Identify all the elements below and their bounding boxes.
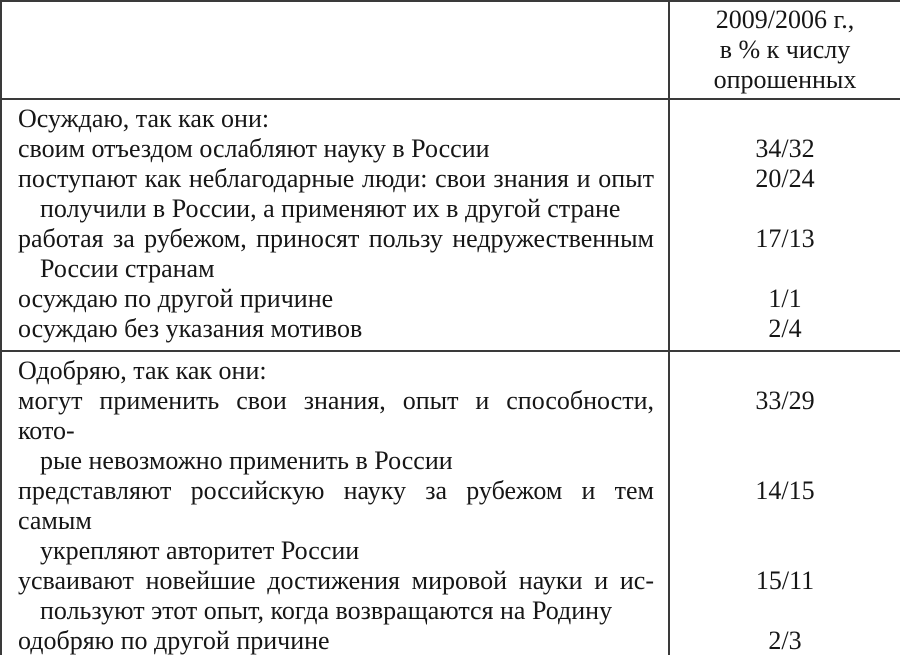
row-text: Одобряю, так как они:	[1, 350, 669, 386]
row-text: представляют российскую науку за рубежом…	[1, 476, 669, 566]
table-row: работая за рубежом, приносят пользу недр…	[1, 224, 900, 284]
row-value: 20/24	[668, 164, 900, 224]
row-line: Осуждаю, так как они:	[18, 104, 270, 133]
row-value: 14/15	[668, 476, 900, 566]
table-row: осуждаю без указания мотивов 2/4	[1, 314, 900, 351]
row-line: пользуют этот опыт, когда возвращаются н…	[40, 596, 613, 625]
row-line: одобряю по другой причине	[18, 626, 330, 655]
row-line: работая за рубежом, приносят пользу недр…	[18, 224, 654, 253]
row-text: осуждаю без указания мотивов	[1, 314, 669, 351]
row-value	[668, 350, 900, 386]
table-row: усваивают новейшие достижения мировой на…	[1, 566, 900, 626]
header-empty-cell	[1, 1, 669, 100]
header-line: опрошенных	[713, 65, 857, 94]
row-line: России странам	[40, 254, 215, 283]
table-row: могут применить свои знания, опыт и спос…	[1, 386, 900, 476]
header-row: 2009/2006 г., в % к числу опрошенных	[1, 1, 900, 100]
row-value: 17/13	[668, 224, 900, 284]
row-text: своим отъездом ослабляют науку в России	[1, 134, 669, 164]
row-value: 2/4	[668, 314, 900, 351]
row-text: могут применить свои знания, опыт и спос…	[1, 386, 669, 476]
row-line: усваивают новейшие достижения мировой на…	[18, 566, 654, 595]
row-value: 33/29	[668, 386, 900, 476]
table-row: одобряю по другой причине 2/3	[1, 626, 900, 655]
row-line: представляют российскую науку за рубежом…	[18, 476, 654, 535]
row-text: поступают как неблагодарные люди: свои з…	[1, 164, 669, 224]
row-line: поступают как неблагодарные люди: свои з…	[18, 164, 654, 193]
row-line: получили в России, а применяют их в друг…	[40, 194, 621, 223]
table-row: поступают как неблагодарные люди: свои з…	[1, 164, 900, 224]
row-line: Одобряю, так как они:	[18, 356, 267, 385]
row-line: осуждаю без указания мотивов	[18, 314, 363, 343]
row-value: 34/32	[668, 134, 900, 164]
table-row: своим отъездом ослабляют науку в России …	[1, 134, 900, 164]
header-line: 2009/2006 г.,	[715, 5, 855, 34]
header-line: в % к числу	[719, 35, 851, 64]
row-text: одобряю по другой причине	[1, 626, 669, 655]
row-line: рые невозможно применить в России	[40, 446, 453, 475]
table-row-group-approve: Одобряю, так как они:	[1, 350, 900, 386]
row-value	[668, 98, 900, 134]
table-row: представляют российскую науку за рубежом…	[1, 476, 900, 566]
row-text: осуждаю по другой причине	[1, 284, 669, 314]
row-text: усваивают новейшие достижения мировой на…	[1, 566, 669, 626]
row-line: укрепляют авторитет России	[40, 536, 360, 565]
row-value: 15/11	[668, 566, 900, 626]
row-line: своим отъездом ослабляют науку в России	[18, 134, 490, 163]
row-line: могут применить свои знания, опыт и спос…	[18, 386, 654, 445]
header-value-column: 2009/2006 г., в % к числу опрошенных	[668, 1, 900, 100]
row-text: Осуждаю, так как они:	[1, 98, 669, 134]
row-text: работая за рубежом, приносят пользу недр…	[1, 224, 669, 284]
row-line: осуждаю по другой причине	[18, 284, 334, 313]
table-row-group-condemn: Осуждаю, так как они:	[1, 98, 900, 134]
table-row: осуждаю по другой причине 1/1	[1, 284, 900, 314]
row-value: 2/3	[668, 626, 900, 655]
row-value: 1/1	[668, 284, 900, 314]
